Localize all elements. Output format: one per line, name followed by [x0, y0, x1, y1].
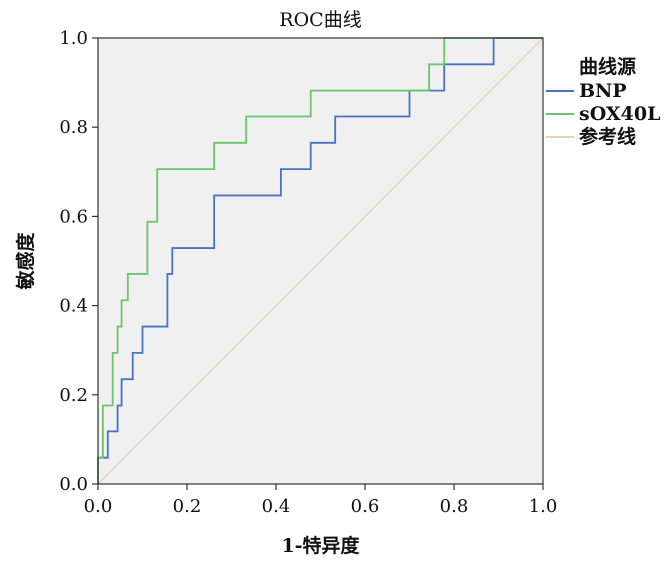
y-tick-label: 0.4 [59, 296, 88, 317]
y-tick-label: 0.0 [59, 474, 88, 495]
x-axis-title: 1-特异度 [281, 534, 360, 557]
x-tick-label: 0.0 [84, 496, 113, 517]
plot-frame [97, 37, 544, 485]
y-axis: 0.0 0.2 0.4 0.6 0.8 1.0 [59, 28, 98, 495]
x-tick-label: 0.8 [440, 496, 469, 517]
y-tick-label: 0.8 [59, 117, 88, 138]
series-line-sox40l [97, 37, 543, 484]
legend-label: sOX40L [579, 103, 660, 125]
y-axis-title: 敏感度 [14, 232, 37, 291]
x-axis: 0.0 0.2 0.4 0.6 0.8 1.0 [84, 484, 558, 517]
x-tick-label: 0.4 [262, 496, 291, 517]
y-tick-label: 1.0 [59, 28, 88, 49]
x-tick-label: 0.2 [173, 496, 202, 517]
legend-title: 曲线源 [579, 55, 636, 78]
x-tick-label: 1.0 [529, 496, 558, 517]
series-line-reference [97, 37, 544, 485]
legend-label: 参考线 [579, 125, 636, 148]
y-tick-label: 0.2 [59, 385, 88, 406]
x-tick-label: 0.6 [351, 496, 380, 517]
series-layer [97, 37, 544, 485]
chart-title: ROC曲线 [279, 9, 361, 31]
y-tick-label: 0.6 [59, 206, 88, 227]
legend-label: BNP [579, 80, 627, 102]
